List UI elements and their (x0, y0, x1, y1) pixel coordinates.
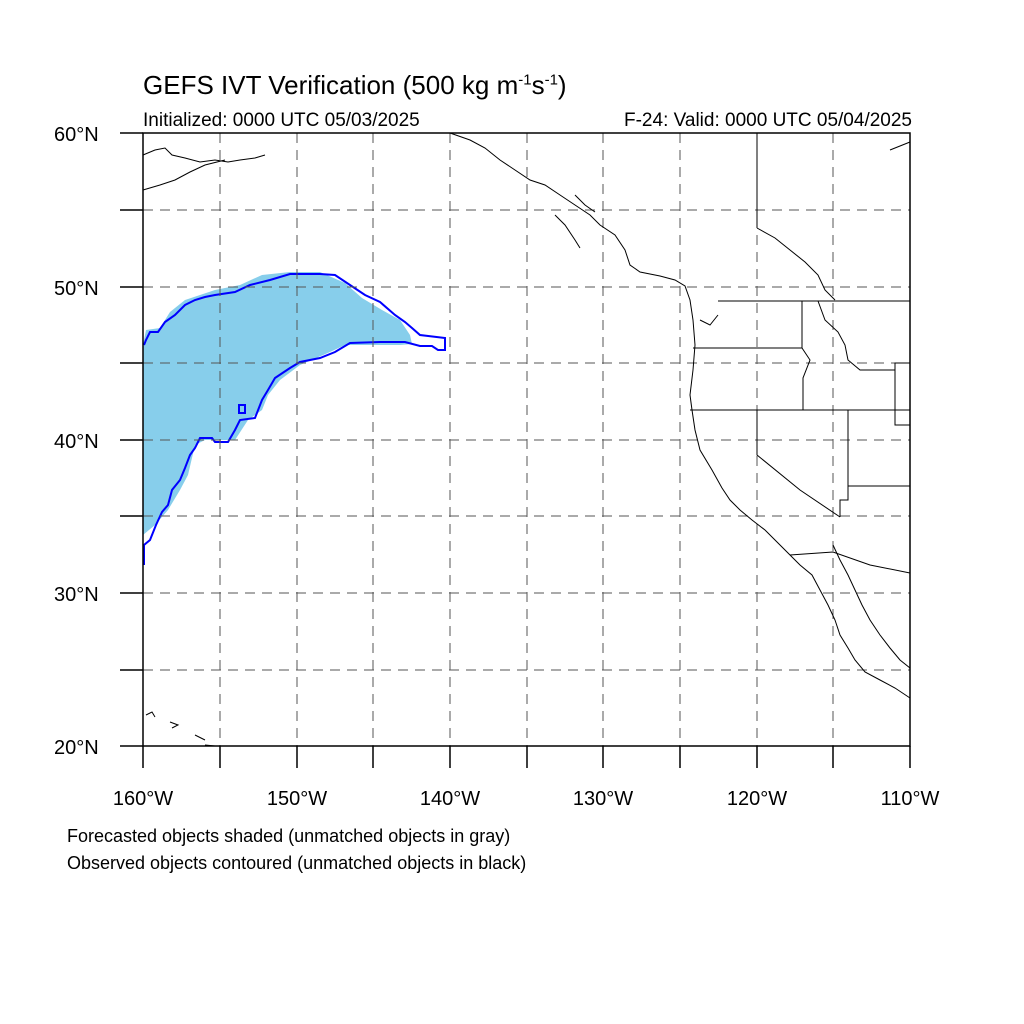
initialized-time: Initialized: 0000 UTC 05/03/2025 (143, 110, 420, 131)
legend-observed-note: Observed objects contoured (unmatched ob… (67, 853, 527, 873)
lat-label-50: 50°N (54, 278, 99, 300)
lon-label-120w: 120°W (727, 788, 787, 810)
valid-time: F-24: Valid: 0000 UTC 05/04/2025 (624, 110, 912, 131)
legend-forecast-note: Forecasted objects shaded (unmatched obj… (67, 826, 511, 846)
lat-label-20: 20°N (54, 737, 99, 759)
lat-label-30: 30°N (54, 584, 99, 606)
lon-label-160w: 160°W (113, 788, 173, 810)
state-boundaries (690, 133, 911, 574)
graticule (143, 133, 910, 746)
lat-label-60: 60°N (54, 124, 99, 146)
observed-small-contour (238, 404, 246, 414)
lon-label-130w: 130°W (573, 788, 633, 810)
lon-label-110w: 110°W (881, 788, 940, 810)
lon-label-140w: 140°W (420, 788, 480, 810)
coastlines (142, 132, 911, 747)
lon-label-150w: 150°W (267, 788, 327, 810)
map-title: GEFS IVT Verification (500 kg m-1s-1) (143, 70, 567, 100)
lat-label-40: 40°N (54, 431, 99, 453)
axis-ticks (120, 132, 911, 768)
observed-object-contour (143, 273, 446, 565)
forecast-object-shading (143, 272, 412, 535)
